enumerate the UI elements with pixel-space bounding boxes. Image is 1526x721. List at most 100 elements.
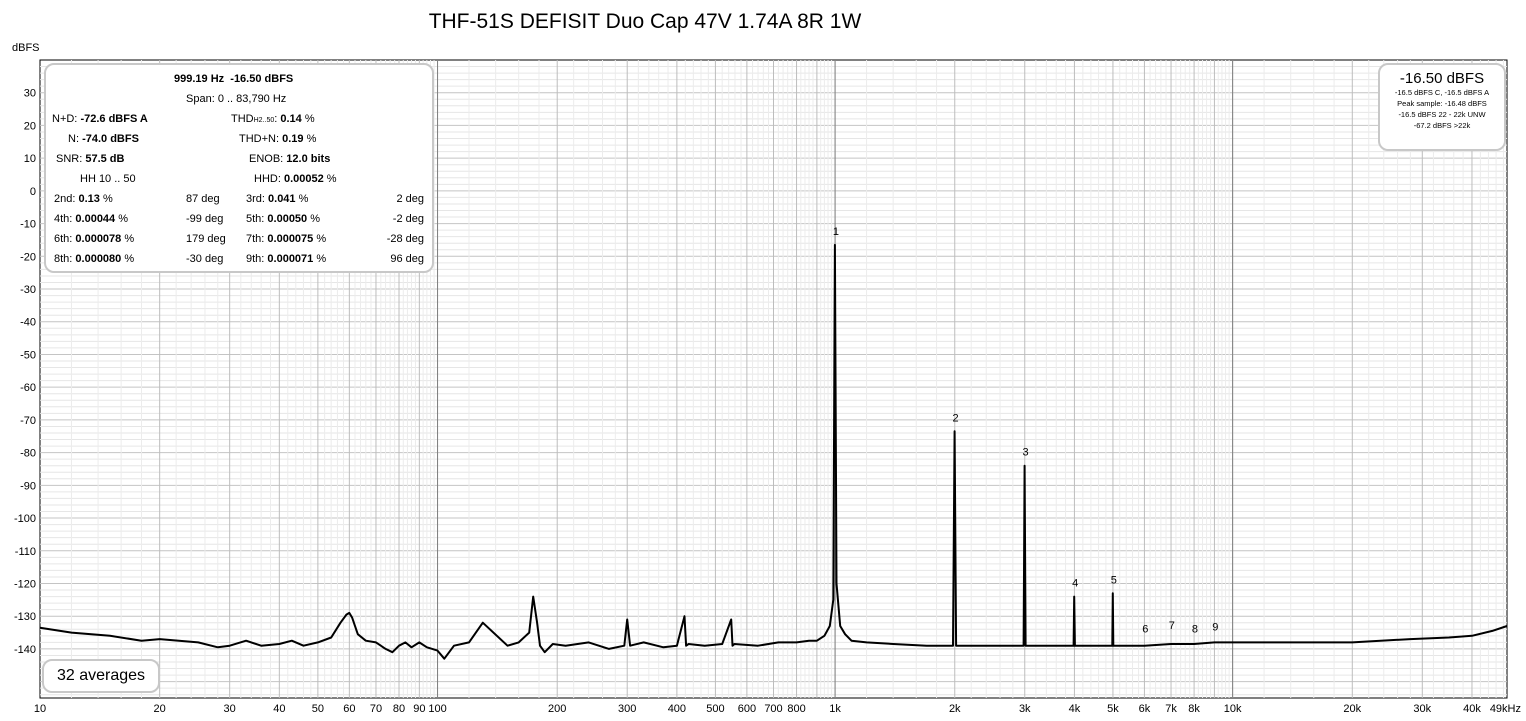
thdn-unit: % [306,133,317,145]
peak-detail-3: -16.5 dBFS 22 - 22k UNW [1398,110,1486,119]
y-tick-label: -40 [20,317,36,329]
harmonic-value: 0.000071 [267,253,314,265]
harmonic-unit: % [307,213,321,225]
averages-box[interactable]: 32 averages [42,659,160,693]
noise-value: -74.0 dBFS [82,133,139,145]
harmonic-marker-5: 5 [1111,574,1117,586]
y-tick-label: -90 [20,480,36,492]
peak-level: -16.50 dBFS [230,73,294,85]
y-tick-label: -70 [20,415,36,427]
harmonic-value: 0.00050 [267,213,308,225]
x-tick-label: 60 [343,703,355,715]
x-tick-label: 300 [618,703,636,715]
x-axis: 10 20 30 40 50 60 70 80 90 100 200 300 400 500 600 700 8… [34,703,1521,715]
peak-frequency: 999.19 Hz [174,73,225,85]
snr-label: SNR: [56,153,83,165]
harmonic-label: 8th: [54,253,76,265]
x-tick-label: 49kHz [1490,703,1521,715]
thd-range: H2..50 [253,117,275,124]
harmonic-value: 0.000080 [75,253,122,265]
harmonic-phase: 179 deg [186,233,226,245]
harmonic-value: 0.00044 [75,213,116,225]
harmonic-phase: -99 deg [186,213,224,225]
thdn-label: THD+N: [239,133,280,145]
y-tick-label: -50 [20,349,36,361]
y-axis: 30 20 10 0 -10 -20 -30 -40 -50 -60 -70 -80 -90 -100 -1… [14,88,36,656]
x-tick-label: 3k [1019,703,1031,715]
y-tick-label: -80 [20,448,36,460]
harmonic-unit: % [99,193,113,205]
x-tick-label: 30 [224,703,236,715]
x-tick-label: 10k [1224,703,1242,715]
y-tick-label: -100 [14,513,36,525]
x-tick-label: 30k [1413,703,1431,715]
x-tick-label: 1k [829,703,841,715]
harmonic-label: 3rd: [246,193,269,205]
harmonic-row: 4th: 0.00044 % [54,213,128,225]
harmonic-unit: % [121,233,135,245]
span-label: Span: [186,93,215,105]
spectrum-trace [39,243,1508,660]
x-tick-label: 8k [1188,703,1200,715]
chart-title: THF-51S DEFISIT Duo Cap 47V 1.74A 8R 1W [428,10,862,33]
harmonic-label: 9th: [246,253,268,265]
harmonic-value: 0.13 [78,193,100,205]
harmonic-label: 2nd: [54,193,79,205]
y-tick-label: -140 [14,644,36,656]
harmonic-row: 3rd: 0.041 % [246,193,308,205]
snr-value: 57.5 dB [85,153,125,165]
harmonic-phase: -2 deg [392,213,424,225]
y-tick-label: -130 [14,611,36,623]
x-tick-label: 80 [393,703,405,715]
stats-panel[interactable]: 999.19 Hz -16.50 dBFS Span: 0 .. 83,790 … [44,63,434,273]
y-tick-label: 10 [24,153,36,165]
nd-label: N+D: [52,113,78,125]
harmonic-phase: 96 deg [390,253,424,265]
harmonic-row: 5th: 0.00050 % [246,213,320,225]
x-tick-label: 2k [949,703,961,715]
harmonic-marker-4: 4 [1072,578,1078,590]
x-tick-label: 50 [312,703,324,715]
x-tick-label: 40k [1463,703,1481,715]
harmonic-value: 0.000078 [75,233,122,245]
noise-label: N: [68,133,79,145]
thd-label: THD [231,113,254,125]
thdn-value: 0.19 [282,133,304,145]
x-tick-label: 6k [1139,703,1151,715]
peak-level-box[interactable]: -16.50 dBFS -16.5 dBFS C, -16.5 dBFS A P… [1378,63,1506,151]
harmonic-row: 7th: 0.000075 % [246,233,326,245]
x-tick-label: 20k [1343,703,1361,715]
y-tick-label: -10 [20,219,36,231]
harmonic-phase: 87 deg [186,193,220,205]
harmonic-row: 9th: 0.000071 % [246,253,326,265]
harmonic-markers: 1 2 3 4 5 6 7 8 9 [833,226,1218,636]
harmonic-unit: % [121,253,135,265]
x-tick-label: 20 [154,703,166,715]
thd-colon: : [274,113,278,125]
y-tick-label: -20 [20,251,36,263]
harmonic-row: 8th: 0.000080 % [54,253,134,265]
x-tick-label: 700 [764,703,782,715]
hhd-value: 0.00052 [283,173,324,185]
x-tick-label: 200 [548,703,566,715]
harmonic-marker-7: 7 [1169,620,1175,632]
enob-label: ENOB: [249,153,284,165]
nd-value: -72.6 dBFS A [80,113,148,125]
span-value: 0 .. 83,790 Hz [217,93,287,105]
harmonic-marker-8: 8 [1192,623,1198,635]
x-tick-label: 500 [706,703,724,715]
x-tick-label: 7k [1165,703,1177,715]
x-tick-label: 5k [1107,703,1119,715]
x-tick-label: 40 [273,703,285,715]
harmonic-label: 5th: [246,213,268,225]
harmonic-row: 2nd: 0.13 % [54,193,113,205]
x-tick-label: 4k [1069,703,1081,715]
enob-value: 12.0 bits [286,153,331,165]
harmonic-unit: % [115,213,129,225]
x-tick-label: 100 [428,703,446,715]
harmonic-marker-9: 9 [1212,622,1218,634]
peak-detail-1: -16.5 dBFS C, -16.5 dBFS A [1394,88,1490,97]
x-tick-label: 600 [738,703,756,715]
hh-label: HH 10 .. 50 [80,173,136,185]
harmonic-marker-3: 3 [1023,447,1029,459]
